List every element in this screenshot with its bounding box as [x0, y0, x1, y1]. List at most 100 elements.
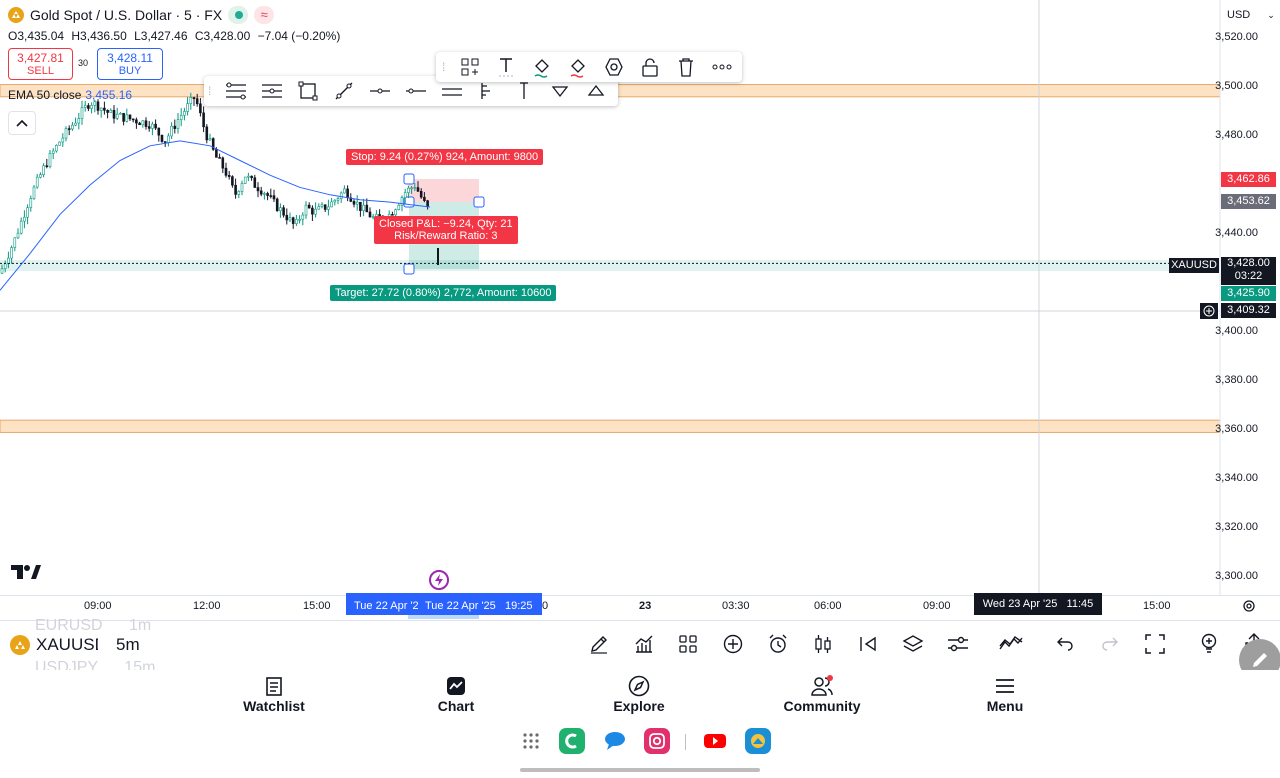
trend-line-icon[interactable]: [331, 78, 357, 104]
nav-menu[interactable]: Menu: [975, 674, 1035, 714]
candle: [26, 207, 29, 218]
parallel-channel-icon[interactable]: [439, 78, 465, 104]
lightbulb-icon[interactable]: [1196, 631, 1222, 657]
bars-pattern-icon[interactable]: [475, 78, 501, 104]
candle: [163, 141, 167, 143]
arrow-down-icon[interactable]: [547, 78, 573, 104]
chart-type-icon[interactable]: [810, 631, 836, 657]
candle: [103, 107, 106, 111]
price-tick-label: 3,360.00: [1215, 423, 1258, 435]
text-cursor-icon[interactable]: [511, 78, 537, 104]
rectangle-icon[interactable]: [295, 78, 321, 104]
add-icon[interactable]: [720, 631, 746, 657]
app-icon[interactable]: [745, 728, 771, 754]
nav-chart[interactable]: Chart: [421, 674, 491, 714]
line-color-icon[interactable]: [565, 54, 591, 80]
ema-price-tag: 3,453.62: [1221, 194, 1276, 209]
compare-icon[interactable]: [998, 631, 1024, 657]
community-icon: [811, 675, 833, 696]
undo-icon[interactable]: [1052, 631, 1078, 657]
candle: [243, 176, 247, 184]
nav-watchlist[interactable]: Watchlist: [234, 674, 314, 714]
fib-icon[interactable]: [223, 78, 249, 104]
position-handle[interactable]: [403, 173, 415, 185]
horizontal-line-icon[interactable]: [403, 78, 429, 104]
app-drawer-icon[interactable]: [518, 728, 544, 754]
settings-hex-icon[interactable]: [601, 54, 627, 80]
more-icon[interactable]: [709, 54, 735, 80]
redo-icon[interactable]: [1097, 631, 1123, 657]
price-tick-label: 3,500.00: [1215, 80, 1258, 92]
drag-handle-icon[interactable]: ⁞: [208, 84, 212, 98]
nav-explore[interactable]: Explore: [604, 674, 674, 714]
position-handle[interactable]: [473, 196, 485, 208]
collapse-legend-button[interactable]: [8, 111, 36, 135]
green-app-icon[interactable]: [559, 728, 585, 754]
price-chart[interactable]: [0, 0, 1280, 620]
candle: [247, 175, 250, 178]
instagram-app-icon[interactable]: [644, 728, 670, 754]
crosshair-time-label: Wed 23 Apr '25 11:45: [974, 593, 1102, 615]
messenger-app-icon[interactable]: [602, 728, 628, 754]
candle: [138, 122, 141, 126]
symbol-title[interactable]: Gold Spot / U.S. Dollar · 5 · FX: [30, 7, 223, 23]
candle: [250, 175, 253, 179]
tradingview-logo[interactable]: [11, 565, 41, 585]
position-handle[interactable]: [403, 263, 415, 275]
replay-icon[interactable]: [855, 631, 881, 657]
ema-legend[interactable]: EMA 50 close 3,455.16: [8, 88, 132, 102]
lightning-icon[interactable]: [429, 570, 449, 590]
candle: [195, 98, 199, 105]
buy-label: BUY: [118, 65, 142, 77]
candle: [211, 138, 215, 150]
stop-zone[interactable]: [409, 179, 479, 202]
current-interval[interactable]: 5m: [116, 635, 140, 654]
symbol-header: Gold Spot / U.S. Dollar · 5 · FX ≈: [8, 6, 275, 24]
text-icon[interactable]: [493, 54, 519, 80]
candle: [160, 134, 164, 142]
candle: [157, 127, 161, 136]
stop-annotation: Stop: 9.24 (0.27%) 924, Amount: 9800: [346, 149, 544, 165]
layers-icon[interactable]: [900, 631, 926, 657]
candle: [176, 119, 180, 129]
lock-icon[interactable]: [637, 54, 663, 80]
trash-icon[interactable]: [673, 54, 699, 80]
pencil-icon[interactable]: [586, 631, 612, 657]
currency-selector[interactable]: USD ⌄: [1227, 9, 1275, 21]
symbol-switcher[interactable]: XAUUSD 5m: [10, 635, 140, 655]
add-template-icon[interactable]: [457, 54, 483, 80]
settings-icon[interactable]: [945, 631, 971, 657]
current-symbol[interactable]: XAUUSD: [36, 635, 98, 654]
axis-settings-icon[interactable]: [1242, 599, 1256, 618]
time-axis[interactable]: [0, 595, 1280, 620]
home-indicator[interactable]: [520, 768, 760, 772]
templates-icon[interactable]: [675, 631, 701, 657]
object-toolbar[interactable]: ⁞: [436, 52, 742, 82]
support-resistance-zone[interactable]: [0, 419, 1221, 433]
market-open-icon[interactable]: [228, 6, 249, 24]
ray-icon[interactable]: [367, 78, 393, 104]
arrow-up-icon[interactable]: [583, 78, 609, 104]
fib-extension-icon[interactable]: [259, 78, 285, 104]
drag-handle-icon[interactable]: ⁞: [442, 60, 446, 74]
chart-area[interactable]: Gold Spot / U.S. Dollar · 5 · FX ≈ O3,43…: [0, 0, 1280, 620]
candle: [368, 211, 372, 218]
candle: [179, 114, 183, 120]
candle: [131, 118, 135, 121]
candle: [19, 220, 23, 234]
sell-button[interactable]: 3,427.81 SELL: [8, 48, 73, 80]
bottom-toolbar: EURUSD 1m XAUUSD 5m USDJPY 15m: [0, 617, 1280, 671]
candle: [35, 176, 39, 188]
nav-community[interactable]: Community: [777, 674, 867, 714]
buy-button[interactable]: 3,428.11 BUY: [97, 48, 163, 80]
fullscreen-icon[interactable]: [1142, 631, 1168, 657]
indicators-icon[interactable]: [631, 631, 657, 657]
delay-icon[interactable]: ≈: [254, 6, 275, 24]
alert-icon[interactable]: [765, 631, 791, 657]
candle: [48, 153, 52, 167]
time-label: 09:00: [923, 600, 951, 612]
candle: [256, 187, 260, 192]
crosshair-add-button[interactable]: [1200, 303, 1218, 319]
youtube-app-icon[interactable]: [702, 728, 728, 754]
fill-color-icon[interactable]: [529, 54, 555, 80]
